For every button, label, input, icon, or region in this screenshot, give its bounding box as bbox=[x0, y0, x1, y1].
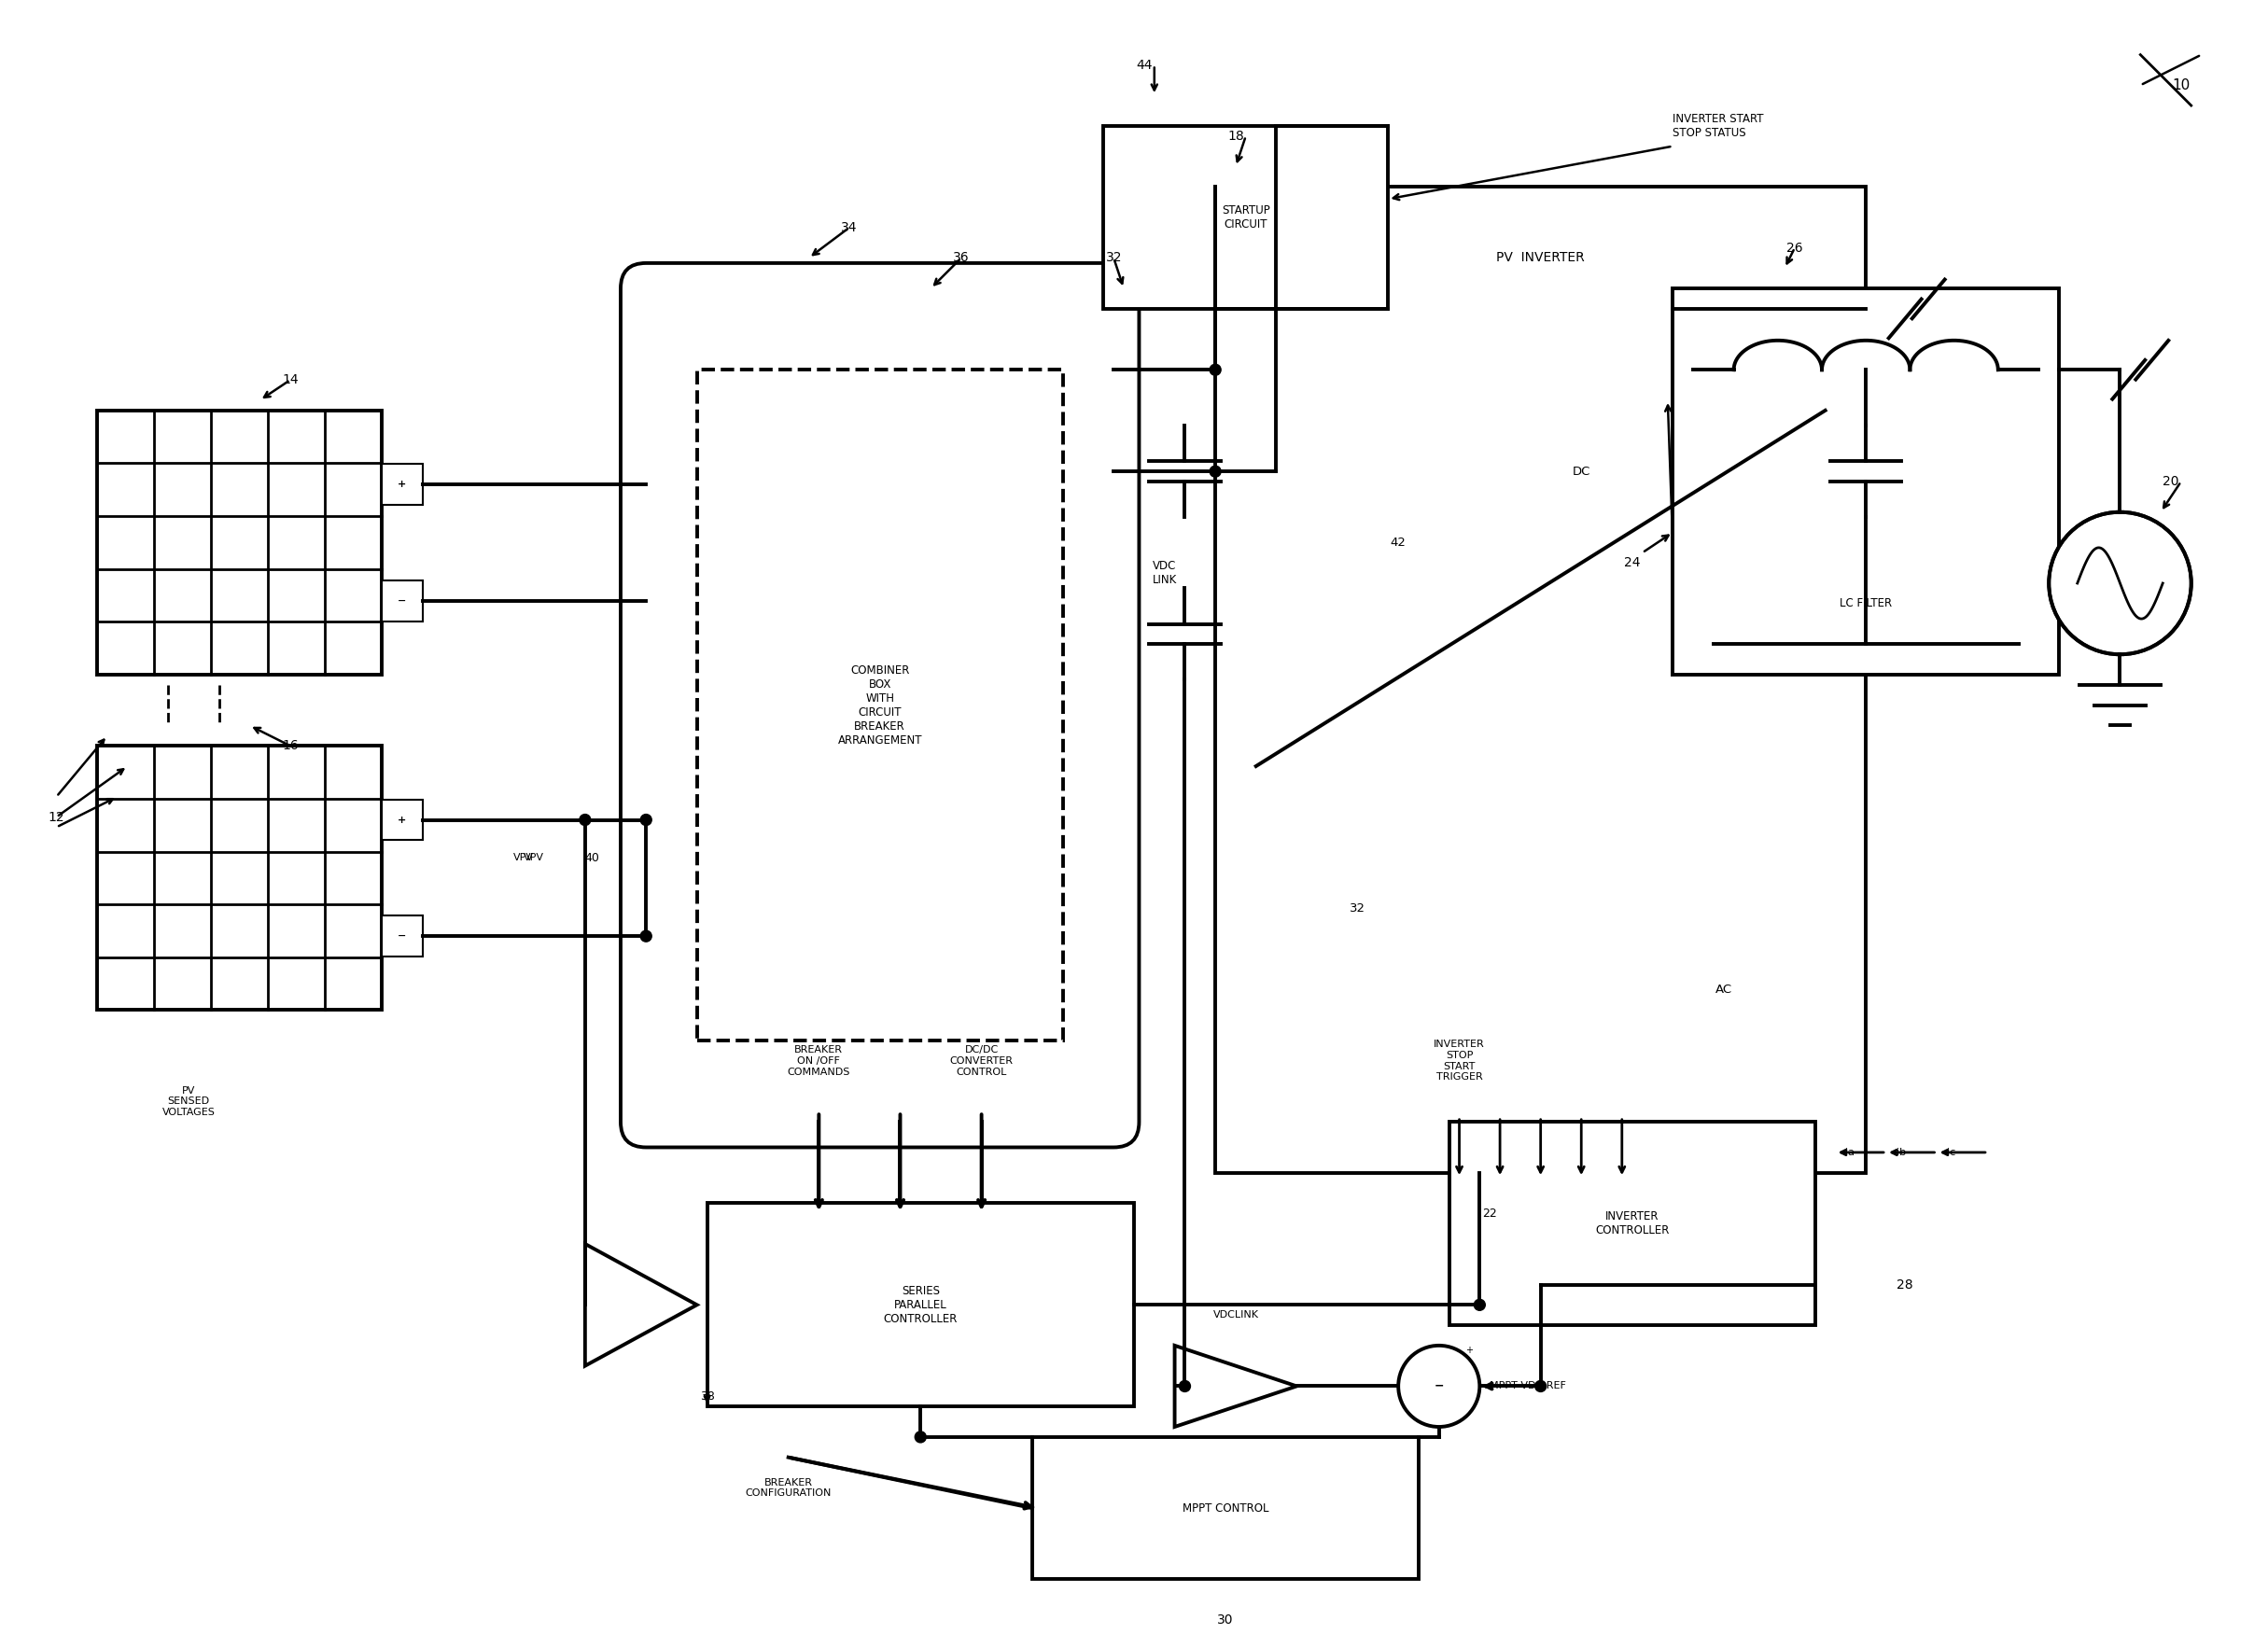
Text: 32: 32 bbox=[1349, 902, 1365, 915]
Text: −: − bbox=[397, 931, 406, 941]
Text: BREAKER
CONFIGURATION: BREAKER CONFIGURATION bbox=[746, 1477, 832, 1498]
Text: STARTUP
CIRCUIT: STARTUP CIRCUIT bbox=[1222, 204, 1270, 230]
Bar bbox=[381, 580, 422, 621]
Circle shape bbox=[1535, 1381, 1547, 1392]
Bar bbox=[381, 799, 422, 840]
Text: ic: ic bbox=[1948, 1147, 1955, 1157]
Bar bbox=[1032, 1436, 1420, 1580]
Bar bbox=[381, 464, 422, 505]
Text: 32: 32 bbox=[1105, 252, 1123, 265]
Text: DC∕DC
CONVERTER
CONTROL: DC∕DC CONVERTER CONTROL bbox=[950, 1046, 1014, 1077]
Circle shape bbox=[1399, 1345, 1479, 1426]
Text: 40: 40 bbox=[585, 851, 599, 864]
Text: 30: 30 bbox=[1218, 1613, 1234, 1626]
Text: ib: ib bbox=[1896, 1147, 1905, 1157]
Text: 26: 26 bbox=[1787, 242, 1803, 255]
Text: MPPT CONTROL: MPPT CONTROL bbox=[1182, 1502, 1268, 1515]
Text: PV
SENSED
VOLTAGES: PV SENSED VOLTAGES bbox=[161, 1087, 215, 1118]
Text: 14: 14 bbox=[281, 374, 299, 387]
Circle shape bbox=[914, 1431, 925, 1443]
Text: MPPT VDC REF: MPPT VDC REF bbox=[1490, 1381, 1567, 1391]
Text: INVERTER START
STOP STATUS: INVERTER START STOP STATUS bbox=[1674, 113, 1765, 139]
Circle shape bbox=[640, 814, 651, 825]
Bar bbox=[1449, 1123, 1814, 1325]
Text: 10: 10 bbox=[2173, 78, 2191, 92]
Text: +: + bbox=[397, 480, 406, 489]
Text: SERIES
PARALLEL
CONTROLLER: SERIES PARALLEL CONTROLLER bbox=[885, 1284, 957, 1325]
Circle shape bbox=[1474, 1299, 1486, 1310]
Text: INVERTER
STOP
START
TRIGGER: INVERTER STOP START TRIGGER bbox=[1433, 1039, 1486, 1082]
Circle shape bbox=[1209, 466, 1220, 477]
Bar bbox=[1216, 186, 1867, 1173]
Circle shape bbox=[2048, 511, 2191, 654]
Text: AC: AC bbox=[1715, 984, 1733, 995]
Text: 36: 36 bbox=[953, 252, 968, 265]
Text: 24: 24 bbox=[1624, 556, 1640, 569]
Text: 28: 28 bbox=[1896, 1278, 1912, 1291]
Text: −: − bbox=[1433, 1381, 1445, 1392]
Text: 18: 18 bbox=[1227, 129, 1243, 142]
Text: VDC
LINK: VDC LINK bbox=[1152, 560, 1177, 587]
Circle shape bbox=[1179, 1381, 1191, 1392]
Bar bbox=[1105, 126, 1388, 309]
Bar bbox=[708, 1203, 1134, 1407]
Text: COMBINER
BOX
WITH
CIRCUIT
BREAKER
ARRANGEMENT: COMBINER BOX WITH CIRCUIT BREAKER ARRANG… bbox=[837, 663, 923, 747]
Text: VPV: VPV bbox=[513, 853, 535, 863]
Bar bbox=[381, 915, 422, 956]
Text: LC FILTER: LC FILTER bbox=[1839, 598, 1892, 609]
Text: 16: 16 bbox=[281, 739, 299, 752]
Text: ia: ia bbox=[1846, 1147, 1855, 1157]
Bar bbox=[98, 745, 381, 1010]
Circle shape bbox=[578, 814, 590, 825]
Bar bbox=[98, 410, 381, 675]
FancyBboxPatch shape bbox=[621, 263, 1139, 1147]
Text: 44: 44 bbox=[1136, 59, 1152, 72]
Text: INVERTER
CONTROLLER: INVERTER CONTROLLER bbox=[1594, 1211, 1669, 1237]
Text: VDCLINK: VDCLINK bbox=[1213, 1310, 1259, 1320]
Circle shape bbox=[1209, 364, 1220, 376]
Text: +: + bbox=[1465, 1346, 1474, 1355]
Text: 20: 20 bbox=[2164, 475, 2180, 489]
Text: −: − bbox=[397, 596, 406, 605]
Text: PV  INVERTER: PV INVERTER bbox=[1497, 252, 1585, 265]
Text: DC: DC bbox=[1572, 466, 1590, 477]
Circle shape bbox=[640, 930, 651, 941]
Text: 34: 34 bbox=[841, 221, 857, 234]
Text: 22: 22 bbox=[1483, 1208, 1497, 1219]
Text: +: + bbox=[397, 815, 406, 825]
Text: 38: 38 bbox=[699, 1391, 714, 1402]
Text: 12: 12 bbox=[48, 810, 66, 824]
Bar bbox=[1674, 289, 2059, 675]
Text: BREAKER
ON /OFF
COMMANDS: BREAKER ON /OFF COMMANDS bbox=[787, 1046, 850, 1077]
Text: VPV: VPV bbox=[524, 853, 544, 863]
Bar bbox=[696, 369, 1064, 1041]
Text: 42: 42 bbox=[1390, 536, 1406, 549]
